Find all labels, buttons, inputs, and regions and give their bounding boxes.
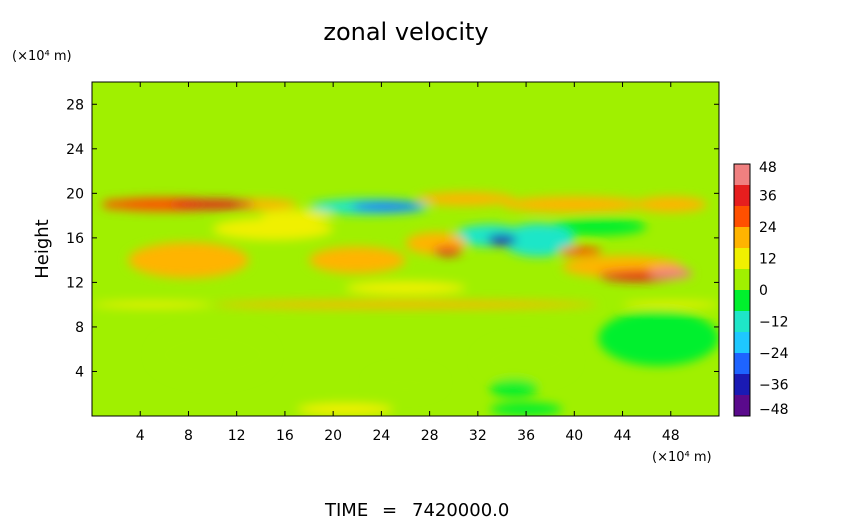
- velocity-feature: [212, 217, 334, 241]
- colorbar: [733, 163, 751, 417]
- velocity-feature: [501, 196, 647, 213]
- velocity-feature: [550, 217, 647, 236]
- chart-title: zonal velocity: [323, 18, 488, 46]
- y-axis-label: Height: [32, 219, 53, 279]
- velocity-feature: [351, 202, 424, 212]
- velocity-feature: [489, 379, 539, 398]
- velocity-feature: [417, 192, 515, 206]
- heatmap-plot-area: [92, 82, 719, 416]
- time-value: 7420000.0: [412, 500, 509, 519]
- velocity-feature: [152, 326, 273, 383]
- y-tick-label: 12: [66, 275, 84, 291]
- x-tick-label: 44: [614, 428, 632, 444]
- velocity-feature: [212, 300, 599, 309]
- y-axis-units: (×10⁴ m): [12, 49, 72, 64]
- time-equals: =: [382, 500, 397, 519]
- y-tick-label: 24: [66, 142, 84, 158]
- y-tick-label: 8: [75, 320, 84, 336]
- x-tick-label: 32: [469, 428, 487, 444]
- x-tick-label: 36: [517, 428, 535, 444]
- time-label: TIME: [324, 500, 368, 519]
- colorbar-tick-label: −24: [759, 346, 789, 362]
- velocity-feature: [477, 338, 575, 383]
- velocity-feature: [598, 310, 719, 366]
- velocity-feature: [622, 301, 719, 309]
- y-tick-label: 20: [66, 186, 84, 202]
- x-tick-label: 48: [662, 428, 680, 444]
- x-tick-label: 16: [276, 428, 294, 444]
- x-tick-label: 12: [228, 428, 246, 444]
- y-tick-label: 16: [66, 231, 84, 247]
- velocity-feature: [309, 246, 406, 274]
- x-axis-units: (×10⁴ m): [652, 450, 712, 465]
- velocity-feature: [433, 246, 463, 256]
- y-tick-label: 28: [66, 97, 84, 113]
- colorbar-tick-label: 48: [759, 160, 777, 176]
- x-tick-label: 8: [184, 428, 193, 444]
- velocity-feature: [649, 267, 693, 280]
- colorbar-tick-label: 0: [759, 283, 768, 299]
- x-tick-label: 24: [372, 428, 390, 444]
- plot-frame: [91, 81, 720, 417]
- velocity-feature: [92, 301, 213, 309]
- colorbar-ticks: 48 36 24 12 0 −12 −24 −36 −48: [759, 160, 789, 418]
- colorbar-tick-label: 12: [759, 252, 777, 268]
- x-tick-label: 20: [324, 428, 342, 444]
- colorbar-tick-label: −12: [759, 315, 789, 331]
- x-tick-label: 4: [136, 428, 145, 444]
- velocity-feature: [487, 234, 517, 246]
- x-tick-label: 40: [565, 428, 583, 444]
- velocity-feature: [170, 199, 255, 210]
- velocity-feature: [101, 200, 131, 209]
- velocity-feature: [128, 242, 249, 278]
- colorbar-tick-label: −36: [759, 378, 789, 394]
- velocity-feature: [558, 246, 603, 256]
- velocity-feature: [345, 281, 466, 295]
- velocity-feature: [634, 196, 707, 213]
- colorbar-tick-label: 24: [759, 220, 777, 236]
- x-tick-label: 28: [421, 428, 439, 444]
- y-axis-ticks: 4 8 12 16 20 24 28: [66, 97, 719, 380]
- velocity-feature: [296, 402, 394, 416]
- velocity-feature: [489, 402, 563, 416]
- colorbar-tick-label: 36: [759, 189, 777, 205]
- velocity-feature: [369, 369, 442, 396]
- x-axis-ticks: 4 8 12 16 20 24 28 32 36 40 44 48: [136, 82, 680, 444]
- colorbar-tick-label: −48: [759, 402, 789, 418]
- y-tick-label: 4: [75, 364, 84, 380]
